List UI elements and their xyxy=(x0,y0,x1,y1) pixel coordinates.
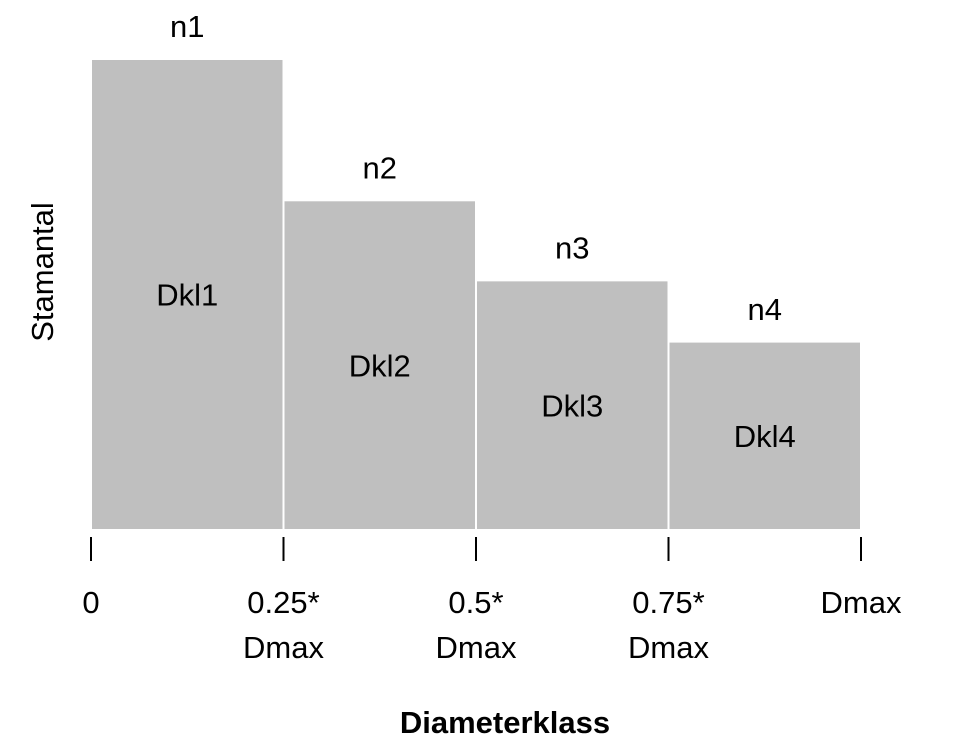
bar xyxy=(667,340,862,531)
y-axis-label: Stamantal xyxy=(25,202,60,342)
bar-label: Dkl1 xyxy=(156,278,218,313)
bar-top-label: n4 xyxy=(748,292,782,327)
bar xyxy=(282,199,477,532)
bar xyxy=(90,58,285,531)
x-tick-label: 0 xyxy=(82,585,100,620)
x-tick-label: 0.5* Dmax xyxy=(435,585,517,665)
bar-top-label: n2 xyxy=(363,150,397,185)
bar-top-label: n1 xyxy=(170,9,204,44)
x-tick-label: 0.25* Dmax xyxy=(243,585,324,665)
x-tick-label: 0.75* Dmax xyxy=(628,585,709,665)
bar xyxy=(475,279,670,531)
bar-label: Dkl3 xyxy=(541,388,603,423)
bar-top-label: n3 xyxy=(555,231,589,266)
bar-label: Dkl2 xyxy=(349,348,411,383)
x-axis-label: Diameterklass xyxy=(400,705,610,740)
bar-label: Dkl4 xyxy=(734,419,796,454)
x-tick-label: Dmax xyxy=(820,585,902,620)
